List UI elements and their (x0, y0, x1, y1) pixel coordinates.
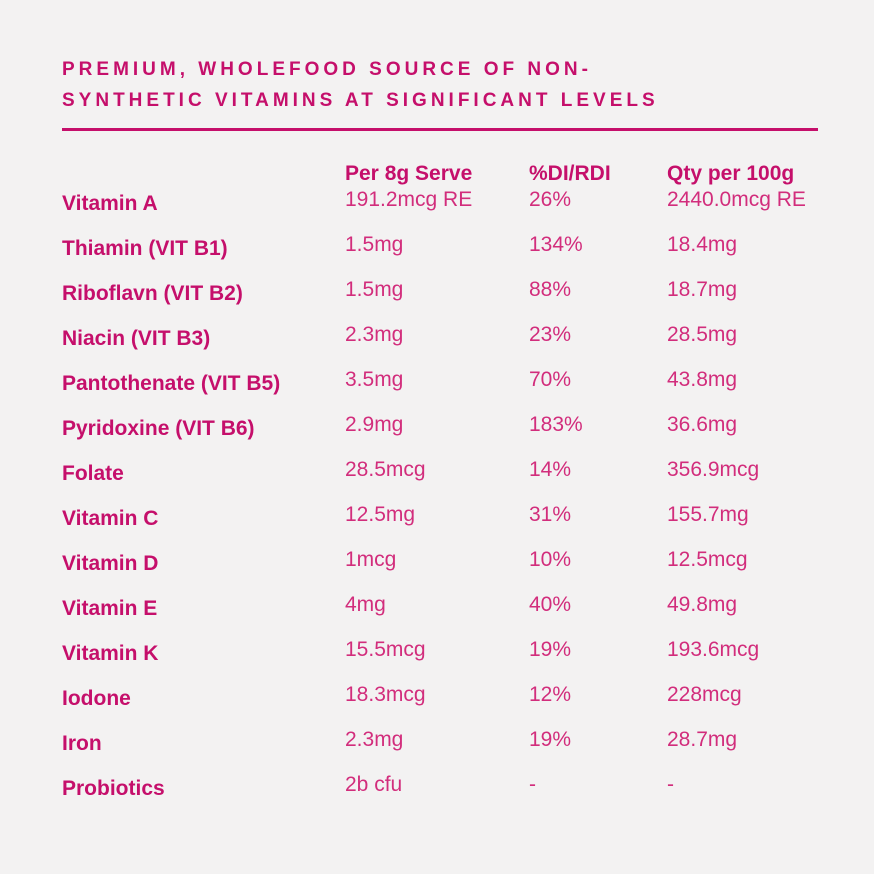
table-row: Vitamin A 191.2mcg RE 26% 2440.0mcg RE (62, 188, 820, 237)
di-rdi-value: 70% (529, 368, 572, 391)
per-100g-value: 36.6mg (667, 413, 738, 436)
nutrient-label: Probiotics (62, 777, 165, 800)
page-title-line-2: SYNTHETIC VITAMINS AT SIGNIFICANT LEVELS (62, 90, 659, 111)
di-rdi-value: 134% (529, 233, 583, 256)
column-header-per-serve: Per 8g Serve (345, 162, 473, 185)
per-serve-value: 4mg (345, 593, 386, 616)
table-row: Pantothenate (VIT B5) 3.5mg 70% 43.8mg (62, 368, 820, 417)
per-serve-value: 1mcg (345, 548, 397, 571)
di-rdi-value: 31% (529, 503, 572, 526)
table-row: Iron 2.3mg 19% 28.7mg (62, 728, 820, 777)
per-100g-value: 155.7mg (667, 503, 749, 526)
per-100g-value: 12.5mcg (667, 548, 748, 571)
nutrient-label: Iodone (62, 687, 131, 710)
table-row: Riboflavn (VIT B2) 1.5mg 88% 18.7mg (62, 278, 820, 327)
table-row: Vitamin E 4mg 40% 49.8mg (62, 593, 820, 642)
table-row: Iodone 18.3mcg 12% 228mcg (62, 683, 820, 732)
per-100g-value: 43.8mg (667, 368, 738, 391)
nutrient-label: Vitamin D (62, 552, 159, 575)
per-100g-value: 28.7mg (667, 728, 738, 751)
nutrient-label: Vitamin A (62, 192, 158, 215)
per-serve-value: 3.5mg (345, 368, 404, 391)
nutrient-label: Pyridoxine (VIT B6) (62, 417, 255, 440)
di-rdi-value: 19% (529, 638, 572, 661)
di-rdi-value: 88% (529, 278, 572, 301)
table-row: Thiamin (VIT B1) 1.5mg 134% 18.4mg (62, 233, 820, 282)
nutrition-table: Per 8g Serve %DI/RDI Qty per 100g Vitami… (62, 131, 820, 822)
per-100g-value: 356.9mcg (667, 458, 760, 481)
per-100g-value: 49.8mg (667, 593, 738, 616)
per-serve-value: 15.5mcg (345, 638, 426, 661)
per-serve-value: 28.5mcg (345, 458, 426, 481)
table-row: Vitamin D 1mcg 10% 12.5mcg (62, 548, 820, 597)
table-rows: Vitamin A 191.2mcg RE 26% 2440.0mcg RE T… (62, 188, 820, 822)
title-underline-divider (62, 128, 818, 131)
nutrient-label: Thiamin (VIT B1) (62, 237, 228, 260)
di-rdi-value: 40% (529, 593, 572, 616)
di-rdi-value: 14% (529, 458, 572, 481)
di-rdi-value: 19% (529, 728, 572, 751)
per-100g-value: 228mcg (667, 683, 742, 706)
per-100g-value: 2440.0mcg RE (667, 188, 806, 211)
table-row: Pyridoxine (VIT B6) 2.9mg 183% 36.6mg (62, 413, 820, 462)
per-100g-value: 193.6mcg (667, 638, 760, 661)
column-header-per-100g: Qty per 100g (667, 162, 795, 185)
di-rdi-value: - (529, 773, 536, 796)
page-title: PREMIUM, WHOLEFOOD SOURCE OF NON- SYNTHET… (62, 54, 820, 116)
nutrient-label: Vitamin K (62, 642, 159, 665)
per-100g-value: 18.7mg (667, 278, 738, 301)
di-rdi-value: 183% (529, 413, 583, 436)
nutrient-label: Niacin (VIT B3) (62, 327, 211, 350)
table-row: Niacin (VIT B3) 2.3mg 23% 28.5mg (62, 323, 820, 372)
per-100g-value: - (667, 773, 674, 796)
di-rdi-value: 12% (529, 683, 572, 706)
nutrient-label: Riboflavn (VIT B2) (62, 282, 243, 305)
per-serve-value: 1.5mg (345, 278, 404, 301)
per-serve-value: 12.5mg (345, 503, 416, 526)
per-serve-value: 1.5mg (345, 233, 404, 256)
nutrient-label: Pantothenate (VIT B5) (62, 372, 281, 395)
column-header-di-rdi: %DI/RDI (529, 162, 611, 185)
di-rdi-value: 23% (529, 323, 572, 346)
per-serve-value: 2b cfu (345, 773, 403, 796)
table-row: Vitamin C 12.5mg 31% 155.7mg (62, 503, 820, 552)
nutrient-label: Iron (62, 732, 102, 755)
di-rdi-value: 26% (529, 188, 572, 211)
table-row: Vitamin K 15.5mcg 19% 193.6mcg (62, 638, 820, 687)
per-serve-value: 2.3mg (345, 728, 404, 751)
table-header-row: Per 8g Serve %DI/RDI Qty per 100g (62, 131, 820, 186)
per-serve-value: 2.3mg (345, 323, 404, 346)
di-rdi-value: 10% (529, 548, 572, 571)
per-serve-value: 191.2mcg RE (345, 188, 473, 211)
per-100g-value: 18.4mg (667, 233, 738, 256)
nutrient-label: Vitamin C (62, 507, 159, 530)
table-row: Folate 28.5mcg 14% 356.9mcg (62, 458, 820, 507)
page-title-line-1: PREMIUM, WHOLEFOOD SOURCE OF NON- (62, 59, 592, 80)
per-serve-value: 2.9mg (345, 413, 404, 436)
table-row: Probiotics 2b cfu - - (62, 773, 820, 822)
nutrient-label: Folate (62, 462, 124, 485)
nutrient-label: Vitamin E (62, 597, 158, 620)
per-serve-value: 18.3mcg (345, 683, 426, 706)
per-100g-value: 28.5mg (667, 323, 738, 346)
